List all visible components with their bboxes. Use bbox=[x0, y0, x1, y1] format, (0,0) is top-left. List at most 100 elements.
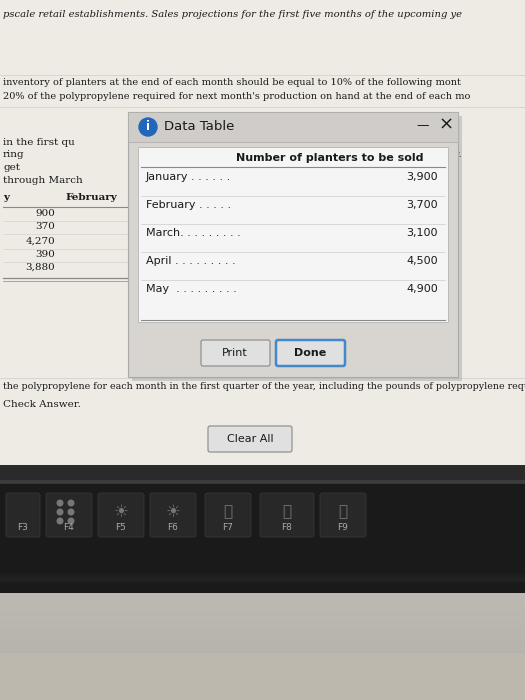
Text: in the first qu: in the first qu bbox=[3, 138, 75, 147]
Bar bbox=[0, 629, 525, 632]
Bar bbox=[0, 617, 525, 620]
Bar bbox=[0, 577, 525, 579]
Circle shape bbox=[57, 518, 63, 524]
Text: 370: 370 bbox=[35, 222, 55, 231]
Text: ⏮: ⏮ bbox=[224, 504, 233, 519]
FancyBboxPatch shape bbox=[320, 493, 366, 537]
Bar bbox=[138, 147, 448, 322]
Bar bbox=[0, 480, 525, 484]
Bar bbox=[0, 626, 525, 629]
Text: 3,900: 3,900 bbox=[406, 172, 438, 182]
Text: or the quarter.: or the quarter. bbox=[385, 150, 462, 159]
Bar bbox=[0, 605, 525, 608]
Bar bbox=[0, 614, 525, 617]
FancyBboxPatch shape bbox=[205, 493, 251, 537]
Text: F5: F5 bbox=[116, 524, 127, 533]
Text: 4,270: 4,270 bbox=[25, 237, 55, 246]
Text: Data Table: Data Table bbox=[164, 120, 234, 134]
Text: F3: F3 bbox=[17, 524, 28, 533]
Bar bbox=[0, 573, 525, 575]
Text: Done: Done bbox=[294, 348, 326, 358]
Bar bbox=[0, 465, 525, 483]
Text: 20% of the polypropylene required for next month's production on hand at the end: 20% of the polypropylene required for ne… bbox=[3, 92, 470, 101]
Bar bbox=[0, 647, 525, 650]
Text: F4: F4 bbox=[64, 524, 75, 533]
Bar bbox=[0, 650, 525, 653]
Bar bbox=[128, 112, 458, 142]
Text: 4,010: 4,010 bbox=[135, 237, 165, 246]
Bar bbox=[0, 644, 525, 647]
Text: i: i bbox=[146, 120, 150, 134]
FancyBboxPatch shape bbox=[150, 493, 196, 537]
Text: Number of planters to be sold: Number of planters to be sold bbox=[236, 153, 424, 163]
Text: February . . . . .: February . . . . . bbox=[146, 200, 231, 210]
Text: 3,700: 3,700 bbox=[135, 209, 165, 218]
Bar bbox=[0, 632, 525, 635]
Text: pscale retail establishments. Sales projections for the first five months of the: pscale retail establishments. Sales proj… bbox=[3, 10, 462, 19]
Circle shape bbox=[68, 518, 74, 524]
FancyBboxPatch shape bbox=[6, 493, 40, 537]
Text: February: February bbox=[65, 193, 117, 202]
Circle shape bbox=[57, 500, 63, 506]
Text: F9: F9 bbox=[338, 524, 349, 533]
FancyBboxPatch shape bbox=[98, 493, 144, 537]
FancyBboxPatch shape bbox=[208, 426, 292, 452]
Text: 3,880: 3,880 bbox=[25, 263, 55, 272]
Circle shape bbox=[57, 509, 63, 514]
Bar bbox=[0, 593, 525, 700]
Bar bbox=[0, 578, 525, 580]
Text: 3,840: 3,840 bbox=[135, 263, 165, 272]
Text: 4,500: 4,500 bbox=[406, 256, 438, 266]
Bar bbox=[0, 483, 525, 593]
Text: ☀: ☀ bbox=[113, 503, 129, 521]
Text: 390: 390 bbox=[35, 250, 55, 259]
Text: ⏭: ⏭ bbox=[339, 504, 348, 519]
Text: F8: F8 bbox=[281, 524, 292, 533]
Bar bbox=[0, 580, 525, 582]
Text: F6: F6 bbox=[167, 524, 178, 533]
Text: through March: through March bbox=[3, 176, 83, 185]
Bar bbox=[0, 608, 525, 611]
Bar bbox=[0, 576, 525, 578]
Bar bbox=[0, 579, 525, 581]
Bar bbox=[0, 599, 525, 602]
FancyBboxPatch shape bbox=[260, 493, 314, 537]
Bar bbox=[0, 611, 525, 614]
Text: 3,100: 3,100 bbox=[406, 228, 438, 238]
Text: Check Answer.: Check Answer. bbox=[3, 400, 81, 409]
Text: April . . . . . . . . .: April . . . . . . . . . bbox=[146, 256, 236, 266]
Bar bbox=[0, 641, 525, 644]
Text: 310: 310 bbox=[145, 222, 165, 231]
Bar bbox=[128, 112, 458, 377]
Bar bbox=[0, 620, 525, 623]
Bar bbox=[0, 623, 525, 626]
Bar bbox=[0, 575, 525, 577]
FancyBboxPatch shape bbox=[46, 493, 92, 537]
Text: ☀: ☀ bbox=[165, 503, 181, 521]
Text: 4,900: 4,900 bbox=[406, 284, 438, 294]
Bar bbox=[0, 0, 525, 480]
Text: May  . . . . . . . . .: May . . . . . . . . . bbox=[146, 284, 237, 294]
Text: 3,700: 3,700 bbox=[406, 200, 438, 210]
Text: F7: F7 bbox=[223, 524, 234, 533]
Text: —: — bbox=[417, 120, 429, 132]
Text: get: get bbox=[3, 163, 20, 172]
Text: ⏯: ⏯ bbox=[282, 504, 291, 519]
Text: ring: ring bbox=[3, 150, 25, 159]
FancyBboxPatch shape bbox=[276, 340, 345, 366]
Text: January . . . . . .: January . . . . . . bbox=[146, 172, 231, 182]
Bar bbox=[0, 593, 525, 596]
Text: March. . . . . . . . .: March. . . . . . . . . bbox=[146, 228, 241, 238]
Bar bbox=[0, 602, 525, 605]
Bar bbox=[0, 596, 525, 599]
Bar bbox=[0, 635, 525, 638]
Text: y: y bbox=[3, 193, 9, 202]
Text: 370: 370 bbox=[145, 250, 165, 259]
Text: ×: × bbox=[438, 116, 454, 134]
Text: inventory of planters at the end of each month should be equal to 10% of the fol: inventory of planters at the end of each… bbox=[3, 78, 461, 87]
Text: 900: 900 bbox=[35, 209, 55, 218]
Bar bbox=[0, 638, 525, 641]
Bar bbox=[0, 574, 525, 576]
FancyBboxPatch shape bbox=[201, 340, 270, 366]
Bar bbox=[132, 116, 462, 381]
